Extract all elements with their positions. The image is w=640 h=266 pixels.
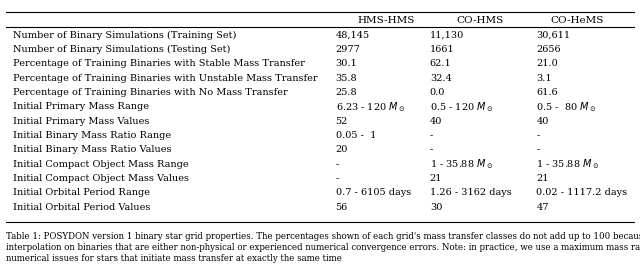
Text: Initial Primary Mass Range: Initial Primary Mass Range xyxy=(13,102,148,111)
Text: Percentage of Training Binaries with No Mass Transfer: Percentage of Training Binaries with No … xyxy=(13,88,287,97)
Text: Initial Compact Object Mass Values: Initial Compact Object Mass Values xyxy=(13,174,189,183)
Text: 61.6: 61.6 xyxy=(536,88,558,97)
Text: 11,130: 11,130 xyxy=(430,31,464,40)
Text: numerical issues for stars that initiate mass transfer at exactly the same time: numerical issues for stars that initiate… xyxy=(6,254,342,263)
Text: 0.7 - 6105 days: 0.7 - 6105 days xyxy=(336,188,411,197)
Text: CO-HMS: CO-HMS xyxy=(456,16,504,26)
Text: interpolation on binaries that are either non-physical or experienced numerical : interpolation on binaries that are eithe… xyxy=(6,243,640,252)
Text: 52: 52 xyxy=(336,117,348,126)
Text: 35.8: 35.8 xyxy=(336,74,357,83)
Text: 40: 40 xyxy=(430,117,442,126)
Text: 47: 47 xyxy=(536,203,549,212)
Text: 0.0: 0.0 xyxy=(430,88,445,97)
Text: 25.8: 25.8 xyxy=(336,88,357,97)
Text: Table 1: POSYDON version 1 binary star grid properties. The percentages shown of: Table 1: POSYDON version 1 binary star g… xyxy=(6,232,640,241)
Text: Number of Binary Simulations (Training Set): Number of Binary Simulations (Training S… xyxy=(13,31,236,40)
Text: Initial Binary Mass Ratio Range: Initial Binary Mass Ratio Range xyxy=(13,131,171,140)
Text: 1 - 35.88 $M_\odot$: 1 - 35.88 $M_\odot$ xyxy=(430,157,493,171)
Text: 32.4: 32.4 xyxy=(430,74,452,83)
Text: -: - xyxy=(336,160,339,169)
Text: 0.5 -  80 $M_\odot$: 0.5 - 80 $M_\odot$ xyxy=(536,100,596,114)
Text: 30,611: 30,611 xyxy=(536,31,570,40)
Text: Initial Primary Mass Values: Initial Primary Mass Values xyxy=(13,117,149,126)
Text: -: - xyxy=(430,131,433,140)
Text: -: - xyxy=(536,131,540,140)
Text: -: - xyxy=(430,146,433,155)
Text: 21: 21 xyxy=(430,174,442,183)
Text: 1.26 - 3162 days: 1.26 - 3162 days xyxy=(430,188,511,197)
Text: CO-HeMS: CO-HeMS xyxy=(550,16,604,26)
Text: -: - xyxy=(336,174,339,183)
Text: 3.1: 3.1 xyxy=(536,74,552,83)
Text: 30: 30 xyxy=(430,203,442,212)
Text: Percentage of Training Binaries with Stable Mass Transfer: Percentage of Training Binaries with Sta… xyxy=(13,59,305,68)
Text: 2656: 2656 xyxy=(536,45,561,54)
Text: 1661: 1661 xyxy=(430,45,454,54)
Text: 62.1: 62.1 xyxy=(430,59,451,68)
Text: Number of Binary Simulations (Testing Set): Number of Binary Simulations (Testing Se… xyxy=(13,45,230,54)
Text: 40: 40 xyxy=(536,117,548,126)
Text: 30.1: 30.1 xyxy=(336,59,357,68)
Text: 6.23 - 120 $M_\odot$: 6.23 - 120 $M_\odot$ xyxy=(336,100,405,114)
Text: 0.5 - 120 $M_\odot$: 0.5 - 120 $M_\odot$ xyxy=(430,100,493,114)
Text: HMS-HMS: HMS-HMS xyxy=(357,16,415,26)
Text: 1 - 35.88 $M_\odot$: 1 - 35.88 $M_\odot$ xyxy=(536,157,600,171)
Text: 56: 56 xyxy=(336,203,348,212)
Text: 0.05 -  1: 0.05 - 1 xyxy=(336,131,376,140)
Text: 20: 20 xyxy=(336,146,348,155)
Text: Initial Compact Object Mass Range: Initial Compact Object Mass Range xyxy=(13,160,188,169)
Text: 21.0: 21.0 xyxy=(536,59,558,68)
Text: Initial Orbital Period Range: Initial Orbital Period Range xyxy=(13,188,150,197)
Text: 21: 21 xyxy=(536,174,549,183)
Text: -: - xyxy=(536,146,540,155)
Text: 2977: 2977 xyxy=(336,45,360,54)
Text: Initial Orbital Period Values: Initial Orbital Period Values xyxy=(13,203,150,212)
Text: Percentage of Training Binaries with Unstable Mass Transfer: Percentage of Training Binaries with Uns… xyxy=(13,74,317,83)
Text: Initial Binary Mass Ratio Values: Initial Binary Mass Ratio Values xyxy=(13,146,171,155)
Text: 48,145: 48,145 xyxy=(336,31,370,40)
Text: 0.02 - 1117.2 days: 0.02 - 1117.2 days xyxy=(536,188,627,197)
